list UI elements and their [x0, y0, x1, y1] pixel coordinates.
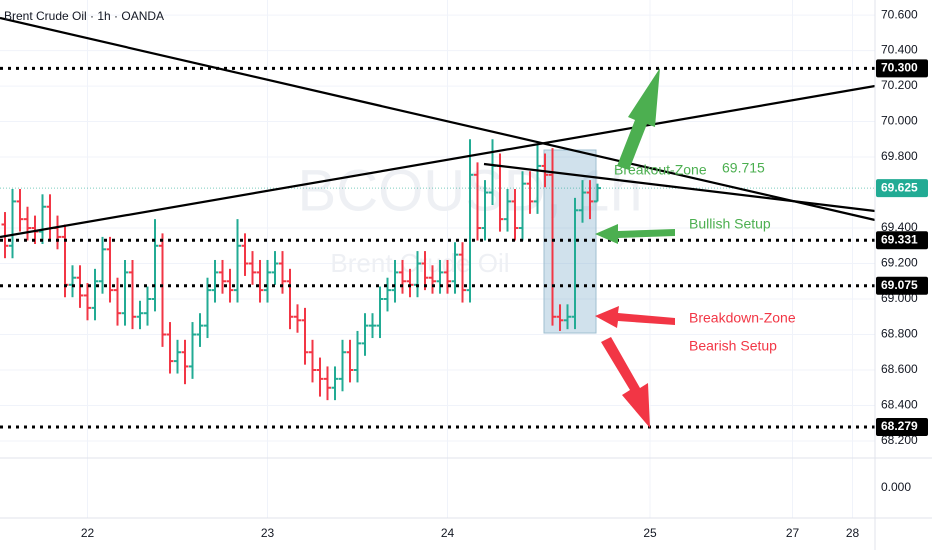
y-tick-label: 68.600 — [881, 362, 918, 376]
annotation: Bearish Setup — [689, 338, 777, 354]
pane2-tick-label: 0.000 — [881, 480, 911, 494]
arrows-green — [595, 68, 675, 244]
arrow-breakdown — [595, 306, 675, 328]
level-label-bg — [876, 59, 928, 78]
x-tick-label: 23 — [261, 526, 275, 540]
level-label-bg — [876, 417, 928, 436]
level-label-bg — [876, 231, 928, 250]
arrow-bullish — [595, 224, 675, 244]
trend-line — [483, 162, 876, 213]
chart-title: Brent Crude Oil · 1h · OANDA — [4, 9, 164, 23]
y-tick-label: 68.400 — [881, 398, 918, 412]
y-tick-label: 70.000 — [881, 114, 918, 128]
y-tick-label: 68.200 — [881, 433, 918, 447]
x-tick-label: 24 — [441, 526, 455, 540]
y-tick-label: 70.200 — [881, 78, 918, 92]
x-tick-label: 27 — [786, 526, 800, 540]
level-label: 69.075 — [881, 278, 918, 292]
arrow-up — [617, 68, 660, 170]
arrow-down — [601, 337, 650, 428]
annotation: Bullish Setup — [689, 216, 771, 232]
y-tick-label: 69.200 — [881, 256, 918, 270]
y-tick-label: 68.800 — [881, 327, 918, 341]
trend-line — [0, 16, 876, 222]
x-tick-label: 25 — [643, 526, 657, 540]
annotation: Breakout-Zone — [614, 162, 707, 178]
trend-line — [0, 84, 876, 239]
level-label: 68.279 — [881, 419, 918, 433]
last-price-bg — [876, 179, 928, 198]
level-label-bg — [876, 276, 928, 295]
level-label: 69.331 — [881, 232, 918, 246]
annotation: Breakdown-Zone — [689, 310, 796, 326]
level-label: 70.300 — [881, 60, 918, 74]
y-tick-label: 70.400 — [881, 43, 918, 57]
arrows-red — [595, 306, 675, 428]
y-tick-label: 69.400 — [881, 220, 918, 234]
annotation: 69.715 — [722, 160, 765, 176]
x-tick-label: 28 — [846, 526, 860, 540]
y-tick-label: 70.600 — [881, 7, 918, 21]
x-tick-label: 22 — [81, 526, 95, 540]
last-price-label: 69.625 — [881, 180, 918, 194]
y-tick-label: 69.800 — [881, 149, 918, 163]
